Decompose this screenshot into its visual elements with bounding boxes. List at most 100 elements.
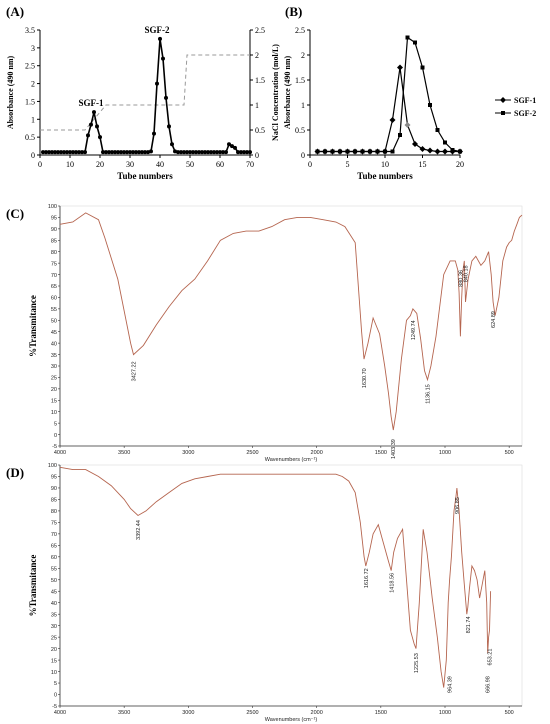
x-tick-label-a: 0 (38, 160, 42, 169)
absorbance-point (233, 145, 237, 150)
sgf2-point (390, 149, 395, 154)
y-tick-label: 75 (51, 261, 57, 267)
y-tick-label: 100 (48, 204, 57, 210)
y-tick-label: 15 (51, 398, 57, 404)
x-axis-title-a: Tube numbers (117, 171, 173, 181)
absorbance-point (77, 150, 81, 155)
absorbance-line (43, 38, 250, 153)
sgf2-point (435, 128, 440, 132)
y-tick-label: 75 (51, 521, 57, 527)
absorbance-point (101, 150, 105, 155)
absorbance-point (125, 150, 129, 155)
y-tick-label: 30 (51, 364, 57, 370)
y-tick-label: 5 (54, 421, 57, 427)
x-axis-title: Wavenumbers (cm⁻¹) (265, 717, 318, 723)
y-tick-label: 60 (51, 296, 57, 302)
y-tick-label: 15 (51, 658, 57, 664)
x-axis-title-b: Tube numbers (357, 171, 413, 181)
absorbance-point (221, 150, 225, 155)
sgf1-point (314, 148, 321, 155)
absorbance-point (155, 81, 159, 86)
y-tick-label: 40 (51, 341, 57, 347)
peak-label: 1225.53 (414, 653, 420, 673)
y-tick-label: 85 (51, 238, 57, 244)
absorbance-point (50, 150, 54, 155)
absorbance-point (248, 150, 252, 155)
y-tick-label-b: 2.5 (295, 26, 305, 35)
sgf1-point (427, 147, 433, 154)
y-tick-label: 35 (51, 353, 57, 359)
x-tick-label-b: 0 (308, 160, 312, 169)
absorbance-point (131, 150, 135, 155)
sgf2-point (443, 140, 447, 145)
sgf2-point (428, 103, 432, 107)
absorbance-point (41, 150, 45, 155)
peak-label: 1630.70 (362, 368, 368, 388)
sgf1-point (322, 148, 328, 155)
absorbance-point (122, 150, 126, 155)
y-tick-label-left-a: 2 (31, 80, 35, 89)
y-tick-label: 50 (51, 318, 57, 324)
absorbance-point (86, 133, 90, 138)
y-tick-label: 90 (51, 227, 57, 233)
absorbance-point (68, 150, 72, 155)
x-tick-label-a: 50 (186, 160, 194, 169)
y-tick-label: 90 (51, 486, 57, 492)
y-tick-label: 70 (51, 532, 57, 538)
absorbance-point (56, 150, 60, 155)
y-tick-label: 50 (51, 578, 57, 584)
y-axis-title: %Transmitance (28, 555, 38, 617)
peak-label-a: SGF-2 (144, 25, 170, 35)
absorbance-point (104, 150, 108, 155)
x-tick-label-a: 40 (156, 160, 164, 169)
absorbance-point (236, 150, 240, 155)
y-tick-label-b: 1.5 (295, 76, 305, 85)
x-tick-label: 2500 (246, 710, 258, 716)
absorbance-point (224, 150, 228, 155)
y-tick-label-right-a: 2.5 (255, 26, 265, 35)
x-tick-label-a: 70 (246, 160, 254, 169)
absorbance-point (245, 150, 249, 155)
absorbance-point (152, 131, 156, 136)
absorbance-point (116, 150, 120, 155)
y-tick-label: 80 (51, 250, 57, 256)
absorbance-point (47, 150, 51, 155)
sgf1-point (374, 148, 381, 155)
absorbance-point (167, 124, 171, 129)
peak-label: 1616.72 (364, 568, 370, 588)
panel-b: (B) 0 5 10 15 20 0 0.5 1 1.5 2 2.5 Tube numbers Absor… (283, 4, 536, 181)
x-axis-title: Wavenumbers (cm⁻¹) (265, 457, 318, 463)
series-line-sgf1 (317, 67, 460, 153)
sgf2-point (420, 65, 425, 70)
x-tick-label: 1500 (375, 710, 387, 716)
absorbance-point (194, 150, 198, 155)
x-tick-label-a: 20 (96, 160, 104, 169)
x-tick-label: 1000 (439, 710, 451, 716)
x-tick-label: 1000 (439, 450, 451, 456)
y-tick-label: 65 (51, 544, 57, 550)
absorbance-point (164, 95, 168, 100)
y-tick-label-right-a: 2 (255, 51, 259, 60)
sgf1-point (412, 141, 418, 147)
y-tick-label-left-a: 2.5 (25, 62, 35, 71)
y-tick-label: 25 (51, 635, 57, 641)
y-tick-label: 80 (51, 509, 57, 515)
sgf1-point (419, 146, 426, 152)
x-tick-label: 500 (505, 710, 514, 716)
absorbance-point (185, 150, 189, 155)
peak-label: 3392.44 (136, 520, 142, 540)
absorbance-point (62, 150, 66, 155)
x-tick-label: 3500 (118, 710, 130, 716)
y-tick-label: -5 (52, 704, 57, 710)
sgf1-point (337, 148, 343, 155)
absorbance-point (110, 150, 114, 155)
x-tick-label: 3000 (182, 710, 194, 716)
sgf1-point (344, 148, 351, 155)
plot-frame (59, 464, 523, 707)
absorbance-point (74, 150, 78, 155)
peak-label: 906.85 (455, 497, 461, 514)
absorbance-point (83, 150, 87, 155)
absorbance-point (119, 150, 123, 155)
x-tick-label: 4000 (54, 450, 66, 456)
absorbance-point (107, 150, 111, 155)
